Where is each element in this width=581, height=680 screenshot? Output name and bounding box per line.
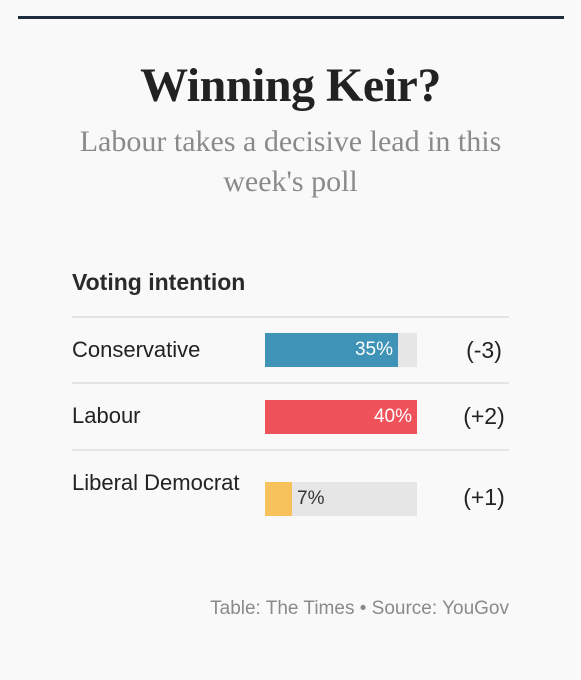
row-divider bbox=[72, 449, 509, 451]
chart-title: Winning Keir? bbox=[140, 59, 441, 112]
bar-value-conservative: 35% bbox=[354, 339, 393, 360]
bar-labour bbox=[265, 400, 417, 434]
row-divider bbox=[72, 382, 509, 384]
party-label-liberal-democrat: Liberal Democrat bbox=[72, 470, 240, 495]
bar-track-conservative: 35% bbox=[265, 333, 417, 367]
top-rule bbox=[18, 16, 564, 19]
bar-track-labour: 40% bbox=[265, 400, 417, 434]
bar-liberal-democrat bbox=[265, 482, 292, 516]
party-label-conservative: Conservative bbox=[72, 337, 201, 362]
change-liberal-democrat: (+1) bbox=[463, 484, 505, 510]
footer-source: Table: The Times • Source: YouGov bbox=[210, 598, 509, 619]
bar-value-liberal-democrat: 7% bbox=[297, 488, 325, 509]
change-labour: (+2) bbox=[463, 403, 505, 429]
table-heading: Voting intention bbox=[72, 269, 246, 295]
bar-track-liberal-democrat: 7% bbox=[265, 482, 417, 516]
chart-subtitle: Labour takes a decisive lead in this wee… bbox=[79, 125, 502, 198]
row-divider bbox=[72, 316, 509, 318]
bar-value-labour: 40% bbox=[373, 406, 412, 427]
change-conservative: (-3) bbox=[466, 337, 502, 363]
bar-conservative bbox=[265, 333, 398, 367]
party-label-labour: Labour bbox=[72, 403, 141, 428]
